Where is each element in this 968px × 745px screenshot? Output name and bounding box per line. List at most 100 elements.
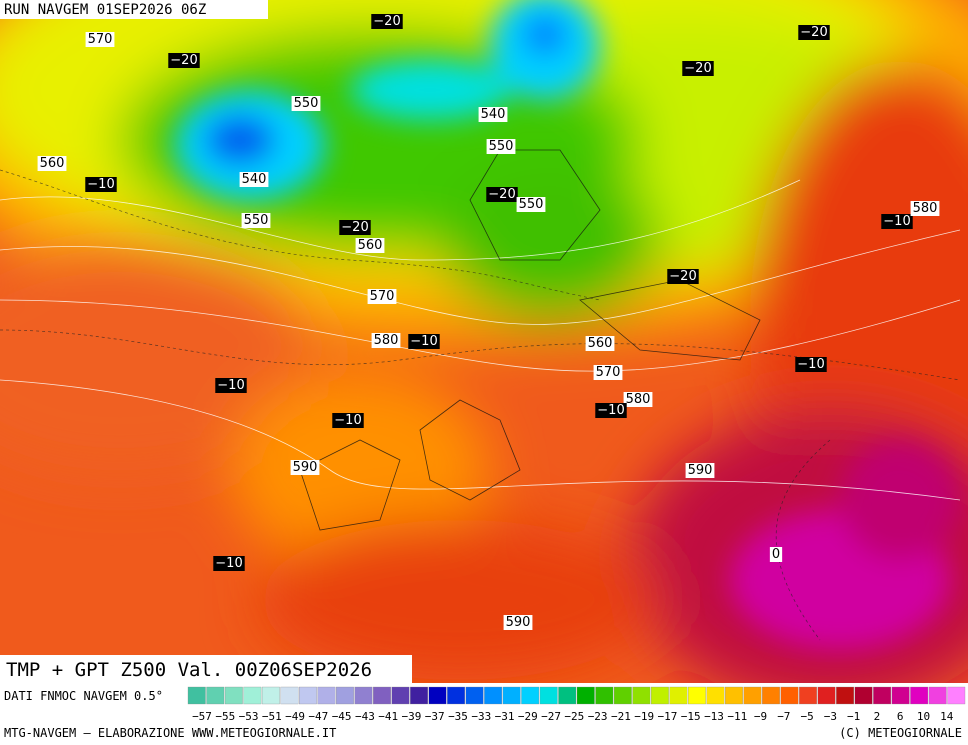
credit: MTG-NAVGEM – ELABORAZIONE WWW.METEOGIORN… bbox=[4, 726, 336, 740]
height-label: 570 bbox=[88, 32, 113, 47]
colorbar-label: 6 bbox=[897, 710, 904, 723]
colorbar-swatch bbox=[428, 686, 447, 705]
height-label: 580 bbox=[374, 333, 399, 348]
height-label: 570 bbox=[596, 365, 621, 380]
temp-label: −10 bbox=[215, 556, 242, 571]
label-box bbox=[85, 32, 115, 47]
colorbar-label: −33 bbox=[471, 710, 491, 723]
temp-label: −10 bbox=[217, 378, 244, 393]
colorbar-label: −5 bbox=[800, 710, 813, 723]
colorbar-label: −17 bbox=[658, 710, 678, 723]
height-label: 550 bbox=[519, 197, 544, 212]
label-box bbox=[339, 220, 371, 235]
run-label: RUN NAVGEM 01SEP2026 06Z bbox=[4, 2, 206, 18]
colorbar-swatch bbox=[706, 686, 725, 705]
colorbar-label: −15 bbox=[681, 710, 701, 723]
label-box bbox=[478, 107, 508, 122]
colorbar-label: −37 bbox=[425, 710, 445, 723]
temp-label: −10 bbox=[334, 413, 361, 428]
colorbar-swatch bbox=[650, 686, 669, 705]
label-box bbox=[168, 53, 200, 68]
colorbar-swatch bbox=[280, 686, 299, 705]
colorbar-swatch bbox=[836, 686, 855, 705]
run-box bbox=[0, 0, 268, 19]
colorbar-label: −29 bbox=[518, 710, 538, 723]
colorbar-swatch bbox=[447, 686, 466, 705]
colorbar-label: −25 bbox=[564, 710, 584, 723]
label-box bbox=[910, 201, 940, 216]
colorbar-label: −27 bbox=[541, 710, 561, 723]
height-label: 580 bbox=[626, 392, 651, 407]
height-label: 590 bbox=[293, 460, 318, 475]
height-label: 590 bbox=[688, 463, 713, 478]
temp-label: −20 bbox=[800, 25, 827, 40]
label-box bbox=[367, 289, 397, 304]
label-box bbox=[595, 403, 627, 418]
colorbar-swatch bbox=[669, 686, 688, 705]
temp-label: −20 bbox=[373, 14, 400, 29]
colorbar-swatch bbox=[465, 686, 484, 705]
temp-label: −20 bbox=[341, 220, 368, 235]
height-label: 550 bbox=[294, 96, 319, 111]
colorbar-swatch bbox=[206, 686, 225, 705]
label-box bbox=[355, 238, 385, 253]
colorbar-label: −9 bbox=[754, 710, 767, 723]
colorbar-swatch bbox=[910, 686, 929, 705]
colorbar-swatch bbox=[261, 686, 280, 705]
label-box bbox=[371, 14, 403, 29]
colorbar-swatch bbox=[317, 686, 336, 705]
label-box bbox=[593, 365, 623, 380]
label-box bbox=[408, 334, 440, 349]
colorbar-label: −41 bbox=[378, 710, 398, 723]
temp-label: −10 bbox=[597, 403, 624, 418]
source: DATI FNMOC NAVGEM 0.5° bbox=[4, 689, 163, 703]
colorbar-label: −1 bbox=[847, 710, 860, 723]
colorbar-swatch bbox=[539, 686, 558, 705]
colorbar-swatch bbox=[243, 686, 262, 705]
label-box bbox=[667, 269, 699, 284]
colorbar-swatch bbox=[502, 686, 521, 705]
colorbar-swatch bbox=[725, 686, 743, 705]
colorbar-label: −21 bbox=[611, 710, 631, 723]
colorbar-swatch bbox=[947, 686, 966, 705]
label-box bbox=[585, 336, 615, 351]
colorbar-swatch bbox=[873, 686, 892, 705]
map-title: TMP + GPT Z500 Val. 00Z06SEP2026 bbox=[6, 659, 372, 681]
colorbar-swatch bbox=[743, 686, 762, 705]
colorbar-swatch bbox=[687, 686, 706, 705]
height-label: 540 bbox=[481, 107, 506, 122]
colorbar-swatch bbox=[799, 686, 817, 705]
colorbar-label: −35 bbox=[448, 710, 468, 723]
colorbar-swatch bbox=[558, 686, 577, 705]
temp-label: −20 bbox=[170, 53, 197, 68]
label-box bbox=[486, 139, 516, 154]
copyright: (C) METEOGIORNALE bbox=[839, 726, 962, 740]
colorbar-swatch bbox=[928, 686, 947, 705]
colorbar-swatch bbox=[817, 686, 836, 705]
colorbar-swatch bbox=[187, 686, 206, 705]
colorbar-label: −47 bbox=[308, 710, 328, 723]
colorbar-label: −49 bbox=[285, 710, 305, 723]
colorbar-swatch bbox=[632, 686, 651, 705]
colorbar-label: −19 bbox=[634, 710, 654, 723]
colorbar-swatch bbox=[576, 686, 595, 705]
colorbar-swatch bbox=[762, 686, 780, 705]
height-label: 550 bbox=[244, 213, 269, 228]
height-label: 570 bbox=[370, 289, 395, 304]
colorbar-swatch bbox=[336, 686, 354, 705]
height-label: 560 bbox=[358, 238, 383, 253]
colorbar-swatch bbox=[891, 686, 910, 705]
colorbar-label: −13 bbox=[704, 710, 724, 723]
temp-label: −10 bbox=[410, 334, 437, 349]
label-box bbox=[769, 547, 783, 562]
label-box bbox=[213, 556, 245, 571]
colorbar-label: −51 bbox=[262, 710, 282, 723]
colorbar-label: −23 bbox=[588, 710, 608, 723]
label-box bbox=[371, 333, 401, 348]
label-box bbox=[503, 615, 533, 630]
temp-label: −10 bbox=[87, 177, 114, 192]
temp-label: −20 bbox=[684, 61, 711, 76]
colorbar-label: −7 bbox=[777, 710, 790, 723]
label-box bbox=[215, 378, 247, 393]
